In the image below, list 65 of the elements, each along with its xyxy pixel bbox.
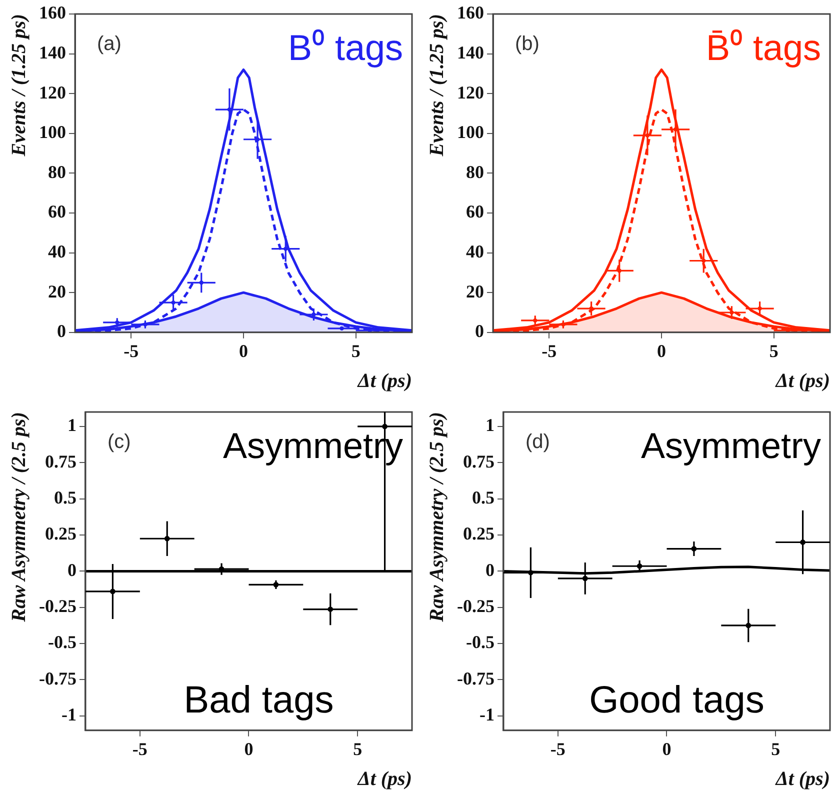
x-tick-label: 0 [244, 738, 254, 759]
annotation: Bad tags [184, 679, 334, 722]
y-tick-label: 80 [466, 162, 484, 182]
x-tick-label: 0 [657, 340, 666, 361]
y-axis-title: Raw Asymmetry / (2.5 ps) [8, 412, 30, 623]
y-tick-label: 0.5 [54, 487, 76, 508]
y-tick-label: 0.25 [462, 524, 494, 544]
y-tick-label: 0 [485, 560, 494, 580]
annotation: B⁰ tags [288, 27, 403, 68]
y-tick-label: -0.5 [48, 632, 76, 652]
y-tick-label: 160 [457, 2, 484, 23]
y-tick-label: -0.25 [38, 596, 76, 616]
y-axis-title: Events / (1.25 ps) [8, 14, 30, 158]
y-tick-label: 40 [466, 241, 484, 262]
y-tick-label: 20 [466, 281, 484, 302]
annotation: (d) [525, 431, 550, 453]
x-tick-label: -5 [132, 738, 148, 759]
x-axis-title: Δt (ps) [356, 768, 412, 790]
y-axis-title: Events / (1.25 ps) [426, 14, 448, 158]
annotation: (a) [97, 33, 122, 55]
y-tick-label: 40 [48, 241, 66, 262]
y-tick-label: 0.75 [462, 451, 494, 472]
annotation: Asymmetry [641, 425, 821, 466]
x-axis-title: Δt (ps) [774, 370, 830, 392]
y-tick-label: 100 [457, 122, 484, 142]
y-tick-label: 0.25 [44, 524, 76, 544]
x-tick-label: 5 [771, 738, 780, 759]
y-tick-label: 120 [457, 82, 484, 102]
x-tick-label: 0 [662, 738, 672, 759]
y-tick-label: 140 [39, 42, 66, 62]
annotation: B̄⁰ tags [706, 27, 821, 68]
y-tick-label: 120 [39, 82, 66, 102]
y-tick-label: -1 [61, 704, 76, 725]
y-tick-label: 160 [39, 2, 66, 23]
y-tick-label: 0 [57, 321, 66, 342]
y-tick-label: 0 [67, 560, 76, 580]
y-tick-label: 100 [39, 122, 66, 142]
x-axis-title: Δt (ps) [356, 370, 412, 392]
y-tick-label: 1 [485, 415, 494, 436]
x-tick-label: -5 [550, 738, 566, 759]
x-tick-label: 5 [353, 738, 362, 759]
y-tick-label: -0.75 [456, 668, 494, 688]
y-tick-label: -0.75 [38, 668, 76, 688]
y-tick-label: 1 [67, 415, 76, 436]
y-tick-label: 0.5 [472, 487, 494, 508]
y-tick-label: 0 [475, 321, 484, 342]
y-tick-label: -0.25 [456, 596, 494, 616]
y-axis-title: Raw Asymmetry / (2.5 ps) [426, 412, 448, 623]
annotation: (c) [107, 431, 131, 453]
x-tick-label: 0 [239, 340, 248, 361]
y-tick-label: -0.5 [466, 632, 494, 652]
annotation: (b) [515, 33, 540, 55]
y-tick-label: -1 [479, 704, 494, 725]
x-axis-title: Δt (ps) [774, 768, 830, 790]
y-tick-label: 60 [48, 202, 66, 222]
x-tick-label: 5 [769, 340, 778, 361]
y-tick-label: 80 [48, 162, 66, 182]
x-tick-label: -5 [124, 340, 139, 361]
y-tick-label: 60 [466, 202, 484, 222]
y-tick-label: 0.75 [44, 451, 76, 472]
annotation: Good tags [589, 679, 764, 722]
x-tick-label: 5 [351, 340, 360, 361]
y-tick-label: 20 [48, 281, 66, 302]
x-tick-label: -5 [542, 340, 557, 361]
y-tick-label: 140 [457, 42, 484, 62]
